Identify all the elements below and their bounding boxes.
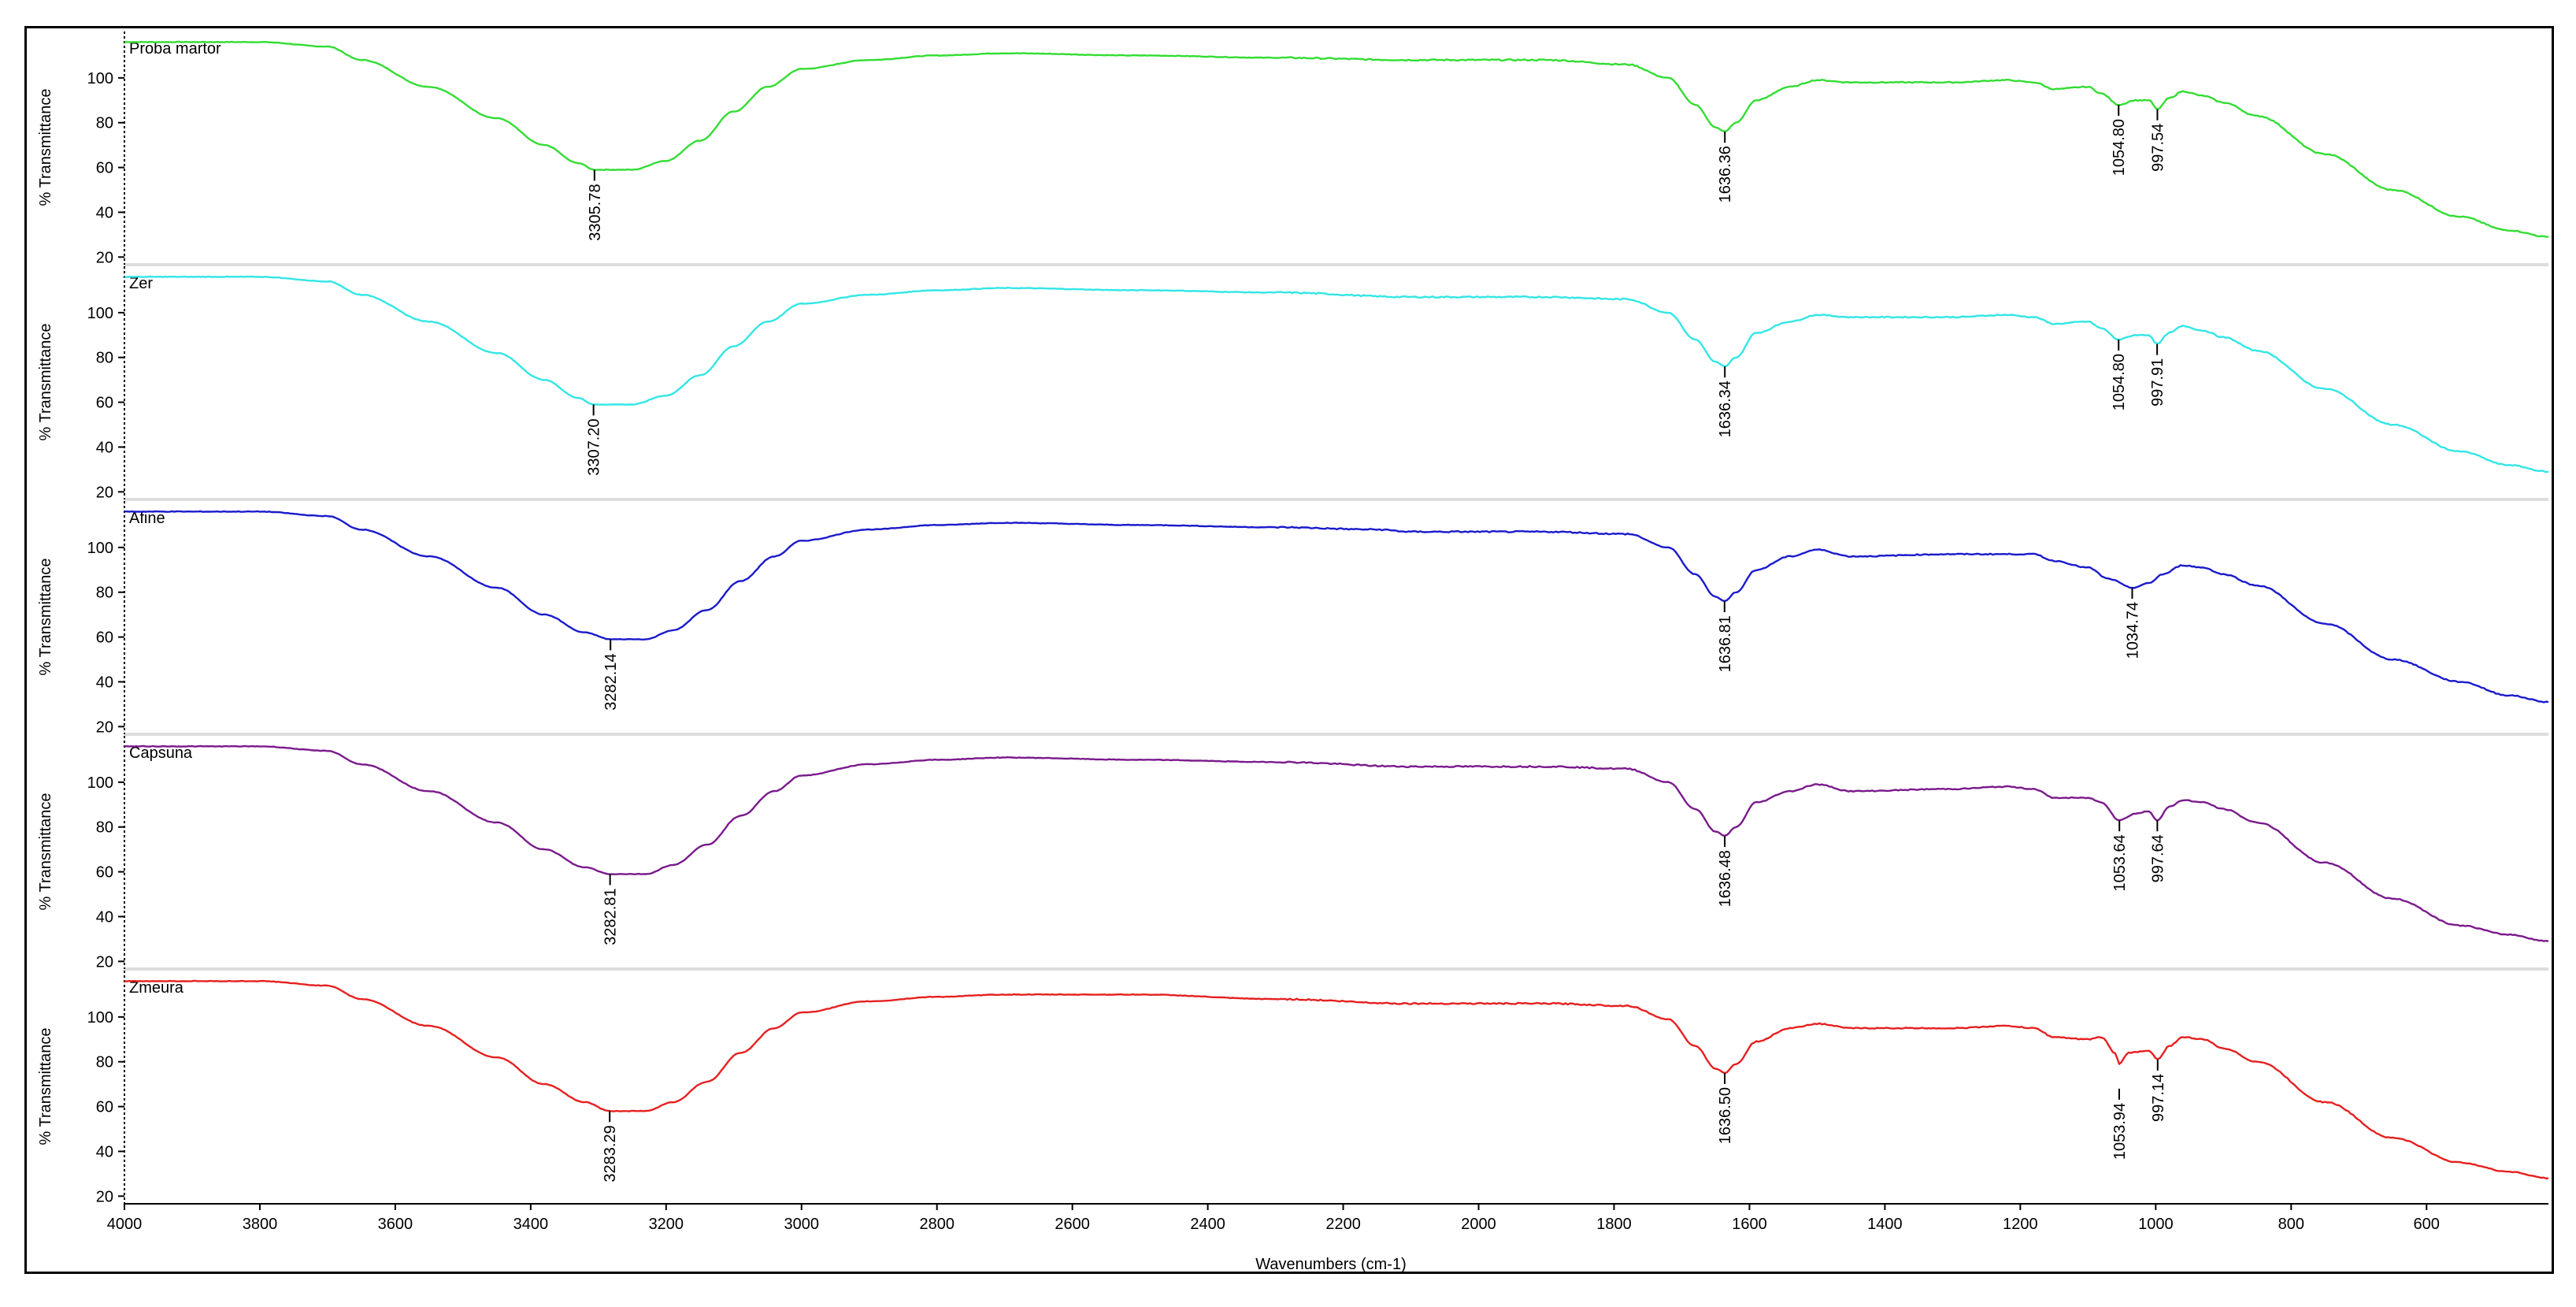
peak-label: 1636.81 bbox=[1717, 615, 1734, 672]
series-name-label: Proba martor bbox=[129, 40, 221, 58]
y-axis-title: % Transmittance bbox=[37, 324, 54, 441]
y-tick-label: 40 bbox=[96, 1143, 113, 1160]
peak-label: 1636.48 bbox=[1717, 850, 1734, 907]
y-axis-title: % Transmittance bbox=[37, 793, 54, 911]
spectrum-panel: 20 40 60 80 100 % Transmittance Afine 3282.14 16… bbox=[37, 501, 2549, 736]
y-tick-label: 20 bbox=[96, 484, 113, 501]
peak-label: 1034.74 bbox=[2124, 602, 2141, 659]
y-tick-label: 60 bbox=[96, 1099, 113, 1116]
y-tick-label: 40 bbox=[96, 439, 113, 456]
x-tick-label: 2400 bbox=[1190, 1216, 1225, 1233]
x-tick-label: 1000 bbox=[2138, 1216, 2174, 1233]
y-tick-label: 80 bbox=[96, 585, 113, 602]
y-tick-label: 40 bbox=[96, 204, 113, 221]
y-tick-label: 100 bbox=[87, 540, 113, 557]
series-name-label: Zer bbox=[129, 275, 153, 292]
x-tick-label: 4000 bbox=[107, 1216, 143, 1233]
y-tick-label: 80 bbox=[96, 819, 113, 837]
x-axis-title: Wavenumbers (cm-1) bbox=[1255, 1256, 1407, 1273]
y-axis-title: % Transmittance bbox=[37, 89, 54, 206]
y-axis-title: % Transmittance bbox=[37, 1028, 54, 1145]
y-tick-label: 20 bbox=[96, 953, 113, 971]
y-tick-label: 60 bbox=[96, 629, 113, 647]
x-tick-label: 3400 bbox=[513, 1216, 549, 1233]
x-tick-label: 1600 bbox=[1732, 1216, 1767, 1233]
y-tick-label: 100 bbox=[87, 1009, 113, 1027]
peak-label: 3282.81 bbox=[602, 888, 620, 945]
y-tick-label: 20 bbox=[96, 718, 113, 736]
x-tick-label: 2200 bbox=[1325, 1216, 1361, 1233]
peak-label: 1636.34 bbox=[1717, 381, 1734, 437]
peak-label: 1054.80 bbox=[2111, 119, 2128, 176]
x-tick-label: 2800 bbox=[919, 1216, 954, 1233]
spectrum-panel: 20 40 60 80 100 % Transmittance Capsuna 3282.81… bbox=[37, 736, 2549, 971]
peak-label: 3305.78 bbox=[587, 184, 604, 240]
x-tick-label: 1400 bbox=[1867, 1216, 1903, 1233]
x-tick-label: 600 bbox=[2414, 1216, 2440, 1233]
peak-label: 1636.36 bbox=[1717, 146, 1734, 202]
series-name-label: Afine bbox=[129, 510, 165, 527]
peak-label: 997.91 bbox=[2149, 358, 2166, 407]
peak-label: 1054.80 bbox=[2111, 354, 2128, 410]
spectrum-line bbox=[124, 510, 2549, 704]
spectrum-line bbox=[124, 744, 2549, 942]
peak-label: 1053.94 bbox=[2111, 1103, 2129, 1160]
chart-frame bbox=[24, 26, 2554, 1274]
x-tick-label: 3200 bbox=[649, 1216, 684, 1233]
spectrum-line bbox=[124, 979, 2549, 1179]
spectrum-panel: 20 40 60 80 100 % Transmittance Proba martor 33… bbox=[37, 32, 2549, 266]
y-tick-label: 80 bbox=[96, 115, 113, 132]
y-tick-label: 60 bbox=[96, 160, 113, 177]
x-tick-label: 2600 bbox=[1054, 1216, 1090, 1233]
y-tick-label: 60 bbox=[96, 864, 113, 882]
y-tick-label: 100 bbox=[87, 305, 113, 322]
peak-label: 997.14 bbox=[2150, 1074, 2167, 1122]
spectrum-panel: 20 40 60 80 100 % Transmittance Zmeura 3283.29 1… bbox=[37, 971, 2549, 1205]
y-tick-label: 40 bbox=[96, 908, 113, 926]
x-tick-label: 3600 bbox=[378, 1216, 413, 1233]
spectrum-line bbox=[124, 275, 2549, 473]
y-tick-label: 40 bbox=[96, 674, 113, 691]
peak-label: 1636.50 bbox=[1717, 1087, 1734, 1144]
series-name-label: Zmeura bbox=[129, 979, 184, 997]
series-name-label: Capsuna bbox=[129, 744, 193, 762]
y-tick-label: 80 bbox=[96, 1054, 113, 1071]
y-tick-label: 80 bbox=[96, 350, 113, 367]
y-tick-label: 20 bbox=[96, 249, 113, 266]
x-tick-label: 2000 bbox=[1461, 1216, 1496, 1233]
panels-layer: 20 40 60 80 100 % Transmittance Proba martor 33… bbox=[37, 32, 2549, 1205]
peak-label: 997.54 bbox=[2149, 124, 2166, 172]
y-axis-title: % Transmittance bbox=[37, 559, 54, 676]
spectrum-line bbox=[124, 40, 2549, 238]
y-tick-label: 60 bbox=[96, 395, 113, 412]
x-tick-label: 1200 bbox=[2003, 1216, 2038, 1233]
peak-label: 3307.20 bbox=[586, 418, 603, 475]
x-tick-label: 3800 bbox=[243, 1216, 278, 1233]
x-tick-label: 3000 bbox=[784, 1216, 820, 1233]
peak-label: 3283.29 bbox=[602, 1125, 619, 1182]
peak-label: 1053.64 bbox=[2111, 834, 2129, 891]
peak-label: 3282.14 bbox=[602, 653, 620, 710]
spectrum-panel: 20 40 60 80 100 % Transmittance Zer 3307.20 1636… bbox=[37, 266, 2549, 501]
y-tick-label: 100 bbox=[87, 70, 113, 87]
x-tick-label: 800 bbox=[2278, 1216, 2304, 1233]
x-tick-label: 1800 bbox=[1596, 1216, 1632, 1233]
y-tick-label: 100 bbox=[87, 774, 113, 792]
y-tick-label: 20 bbox=[96, 1188, 113, 1205]
x-axis: 4000 3800 3600 3400 3200 3000 2800 2600 2400 2200… bbox=[107, 1203, 2548, 1233]
peak-label: 997.64 bbox=[2149, 834, 2166, 882]
